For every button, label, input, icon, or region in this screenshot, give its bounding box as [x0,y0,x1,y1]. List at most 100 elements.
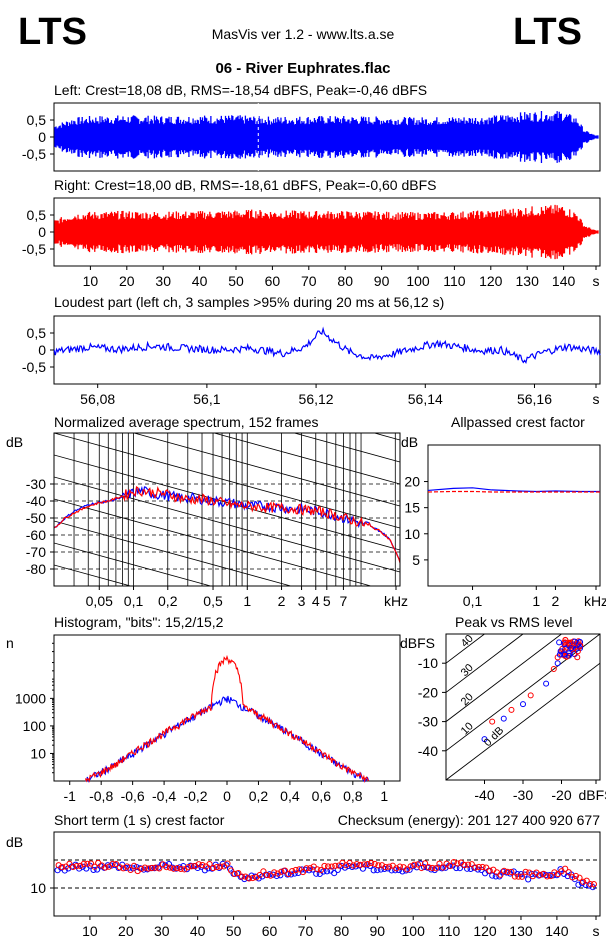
short-term-crest-point-right [371,860,378,868]
short-term-crest-point-right [127,866,134,874]
short-term-crest-point-right [454,860,461,867]
short-term-crest-ytick-label: 10 [30,880,46,896]
short-term-crest-point-right [472,864,479,871]
short-term-crest-point-left [578,880,586,887]
right-waveform-xtick-label: 90 [374,273,390,289]
histogram-title: Histogram, "bits": 15,2/15,2 [54,614,224,630]
short-term-crest-point-right [217,863,224,870]
crest-diagonal-line [446,634,600,752]
short-term-crest-point-right [242,873,249,880]
peak-rms-point-left [481,736,488,743]
short-term-crest-point-right [468,861,475,868]
short-term-crest-point-right [447,862,454,870]
crest-factor-xtick-label: 0,1 [463,593,483,609]
short-term-crest-point-right [450,859,457,866]
crest-factor-ytick-label: 20 [404,474,420,490]
crest-factor-ytick-label: 15 [404,500,420,516]
loudest-part-xtick-label: 56,1 [193,391,220,407]
short-term-crest-point-right [508,868,515,876]
histogram-ytick-label: 10 [30,745,46,761]
right-waveform-signal [54,204,599,260]
short-term-crest-point-right [116,864,123,871]
short-term-crest-point-right [511,873,518,880]
right-waveform-xtick-label: 110 [443,273,466,289]
short-term-crest-point-right [59,864,66,871]
peak-rms-point-right [527,692,534,699]
spectrum-xtick-label: 5 [323,593,331,609]
short-term-crest-point-right [166,864,174,871]
short-term-crest-point-left [287,871,295,878]
spectrum-xtick-label: 3 [298,593,306,609]
short-term-crest-point-right [411,861,418,868]
short-term-crest-point-right [580,878,587,885]
short-term-crest-point-right [414,861,421,868]
short-term-crest-point-right [375,862,382,869]
short-term-crest-point-left [406,866,413,873]
spectrum-xtick-label: 0,2 [158,593,178,609]
short-term-crest-point-right [429,864,436,872]
peak-rms-point-right [571,644,578,651]
spectrum-line-right [54,485,400,563]
short-term-crest-point-right [439,864,447,871]
short-term-crest-point-left [370,867,377,874]
short-term-crest-point-right [263,871,271,879]
short-term-crest-point-right [504,868,511,876]
short-term-crest-point-right [256,871,263,879]
short-term-crest-point-right [131,862,138,869]
short-term-crest-point-right [245,875,253,882]
short-term-crest-xtick-label: 30 [154,923,170,939]
short-term-crest-point-right [281,867,289,874]
short-term-crest-point-right [156,865,163,872]
short-term-crest-y-axis-label: dB [6,834,23,850]
peak-rms-point-left [556,639,563,646]
peak-rms-point-left [557,648,564,655]
peak-rms-xtick-label: -30 [513,787,533,803]
spectrum-xtick-label: 2 [278,593,286,609]
short-term-crest-point-right [317,867,324,874]
short-term-crest-point-right [271,869,278,876]
short-term-crest-point-right [382,864,389,871]
spectrum-ytick-label: -60 [26,527,46,543]
short-term-crest-point-right [174,865,181,872]
spectrum-slope-line [54,542,213,586]
short-term-crest-point-right [465,861,472,868]
peak-rms-point-left [576,638,583,645]
peak-rms-point-right [508,706,515,713]
peak-rms-point-right [574,654,581,661]
short-term-crest-plot: 10 10 20 30 40 50 60 70 80 90 100 110 120 130 140 s [30,831,601,939]
spectrum-xtick-label: 1 [243,593,251,609]
short-term-crest-point-right [551,869,558,876]
short-term-crest-xtick-label: 20 [118,923,134,939]
spectrum-xtick-label: 0,5 [203,593,223,609]
peak-rms-title: Peak vs RMS level [455,614,572,630]
short-term-crest-point-right [274,870,281,877]
short-term-crest-point-right [421,860,429,867]
spectrum-ytick-label: -80 [26,561,46,577]
short-term-crest-xtick-label: 60 [262,923,278,939]
short-term-crest-point-right [120,865,127,872]
short-term-crest-point-right [572,872,580,880]
short-term-crest-point-right [235,869,242,877]
short-term-crest-point-right [199,862,206,869]
spectrum-ytick-label: -30 [26,476,46,492]
short-term-crest-point-right [303,865,310,872]
peak-rms-point-left [520,701,526,708]
spectrum-xtick-label: 4 [312,593,320,609]
left-waveform-ytick-label: 0,5 [27,112,47,128]
file-title: 06 - River Euphrates.flac [215,60,390,77]
peak-rms-ytick-label: -10 [418,655,438,671]
spectrum-slope-line [54,476,400,573]
crest-factor-ytick-label: 10 [404,526,420,542]
short-term-crest-point-left [438,865,446,872]
right-waveform-ytick-label: 0,5 [27,207,47,223]
peak-rms-point-right [550,666,557,673]
short-term-crest-point-right [418,864,425,872]
left-waveform-ytick-label: 0 [38,129,46,145]
short-term-crest-xtick-label: 100 [402,923,426,939]
short-term-crest-point-right [526,869,533,876]
short-term-crest-xtick-label: 80 [334,923,350,939]
short-term-crest-point-right [324,863,332,870]
short-term-crest-point-right [583,877,590,884]
spectrum-slope-line [54,454,400,551]
crest-factor-ytick-label: 5 [412,552,420,568]
